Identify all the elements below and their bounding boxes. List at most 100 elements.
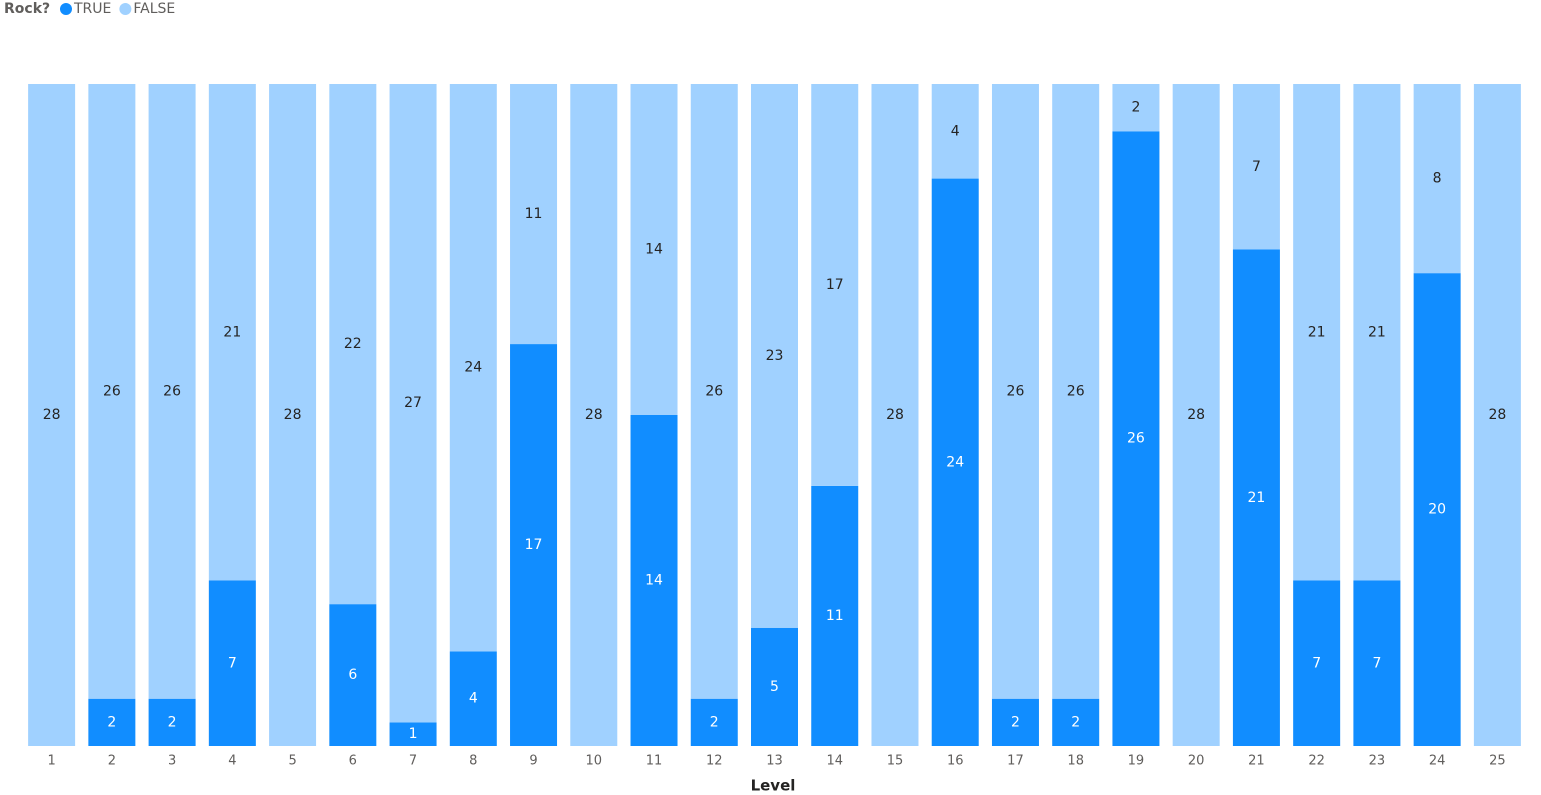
bar-segment [389, 84, 437, 723]
data-label: 11 [826, 608, 844, 624]
bar-segment [630, 84, 678, 415]
x-axis-title: Level [751, 777, 796, 795]
bar-segment [449, 84, 497, 652]
data-label: 2 [168, 714, 177, 730]
data-label: 14 [645, 242, 663, 258]
bar-segment [88, 84, 136, 699]
x-tick-label: 13 [766, 754, 783, 769]
data-label: 17 [826, 277, 844, 293]
data-label: 17 [525, 537, 543, 553]
x-tick-label: 10 [586, 754, 603, 769]
data-label: 24 [946, 454, 964, 470]
bar-segment [1413, 84, 1461, 274]
bar-segment [1052, 698, 1100, 746]
bar-segment [269, 84, 317, 746]
data-label: 7 [228, 655, 237, 671]
bar-segment [1112, 131, 1160, 747]
data-label: 8 [1433, 171, 1442, 187]
bar-segment [931, 84, 979, 179]
x-tick-label: 14 [826, 754, 843, 769]
bar-segment [148, 698, 196, 746]
bar-segment [570, 84, 618, 746]
data-label: 5 [770, 679, 779, 695]
data-label: 21 [1248, 490, 1266, 506]
data-label: 22 [344, 336, 362, 352]
data-label: 28 [43, 407, 61, 423]
data-label: 26 [1067, 383, 1085, 399]
data-label: 21 [223, 324, 241, 340]
x-tick-label: 9 [529, 754, 537, 769]
data-label: 11 [525, 206, 543, 222]
data-label: 26 [163, 383, 181, 399]
data-label: 26 [705, 383, 723, 399]
data-label: 2 [1131, 100, 1140, 116]
bar-segment [1172, 84, 1220, 746]
bar-segment [1112, 84, 1160, 132]
x-tick-label: 7 [409, 754, 417, 769]
bar-segment [329, 604, 377, 746]
bar-segment [811, 485, 859, 746]
bar-segment [1473, 84, 1521, 746]
bar-segment [88, 698, 136, 746]
data-label: 4 [951, 123, 960, 139]
x-tick-label: 18 [1067, 754, 1084, 769]
data-label: 26 [103, 383, 121, 399]
bar-segment [690, 84, 738, 699]
bar-segment [991, 84, 1039, 699]
bar-segment [1353, 580, 1401, 746]
x-tick-label: 17 [1007, 754, 1024, 769]
data-label: 7 [1312, 655, 1321, 671]
x-tick-label: 16 [947, 754, 964, 769]
bar-segment [1232, 84, 1280, 250]
data-label: 14 [645, 573, 663, 589]
x-tick-label: 19 [1128, 754, 1145, 769]
data-label: 2 [107, 714, 116, 730]
data-label: 28 [1187, 407, 1205, 423]
data-label: 28 [1488, 407, 1506, 423]
bar-segment [751, 84, 798, 628]
x-tick-label: 3 [168, 754, 176, 769]
data-label: 26 [1127, 431, 1145, 447]
bar-segment [931, 178, 979, 747]
bar-segment [389, 722, 437, 746]
data-label: 2 [710, 714, 719, 730]
bar-segment [811, 84, 859, 486]
bar-segment [1232, 249, 1280, 746]
bar-segment [510, 344, 558, 746]
x-tick-label: 11 [646, 754, 663, 769]
x-tick-label: 22 [1308, 754, 1325, 769]
data-label: 27 [404, 395, 422, 411]
data-label: 2 [1011, 714, 1020, 730]
data-label: 2 [1071, 714, 1080, 730]
bar-segment [1413, 273, 1461, 746]
bar-segment [991, 698, 1039, 746]
bar-segment [751, 627, 798, 746]
data-label: 7 [1372, 655, 1381, 671]
x-tick-label: 12 [706, 754, 723, 769]
x-tick-label: 5 [288, 754, 296, 769]
data-label: 28 [284, 407, 302, 423]
bar-segment [1293, 580, 1341, 746]
x-tick-label: 2 [108, 754, 116, 769]
x-tick-label: 8 [469, 754, 477, 769]
bar-segment [630, 415, 678, 746]
data-label: 6 [348, 667, 357, 683]
bar-segment [449, 651, 497, 746]
bar-segment [510, 84, 558, 345]
legend-marker [119, 3, 132, 15]
data-label: 4 [469, 691, 478, 707]
data-label: 26 [1007, 383, 1025, 399]
data-label: 7 [1252, 159, 1261, 175]
bar-segment [690, 698, 738, 746]
bar-segment [208, 84, 256, 581]
data-label: 24 [464, 360, 482, 376]
data-label: 28 [886, 407, 904, 423]
bar-segment [28, 84, 76, 746]
x-tick-label: 4 [228, 754, 236, 769]
legend-label: FALSE [133, 1, 175, 17]
x-tick-label: 24 [1429, 754, 1446, 769]
bar-segment [148, 84, 196, 699]
legend-title: Rock? [4, 1, 50, 17]
bar-segment [1353, 84, 1401, 581]
legend-label: TRUE [73, 1, 111, 17]
